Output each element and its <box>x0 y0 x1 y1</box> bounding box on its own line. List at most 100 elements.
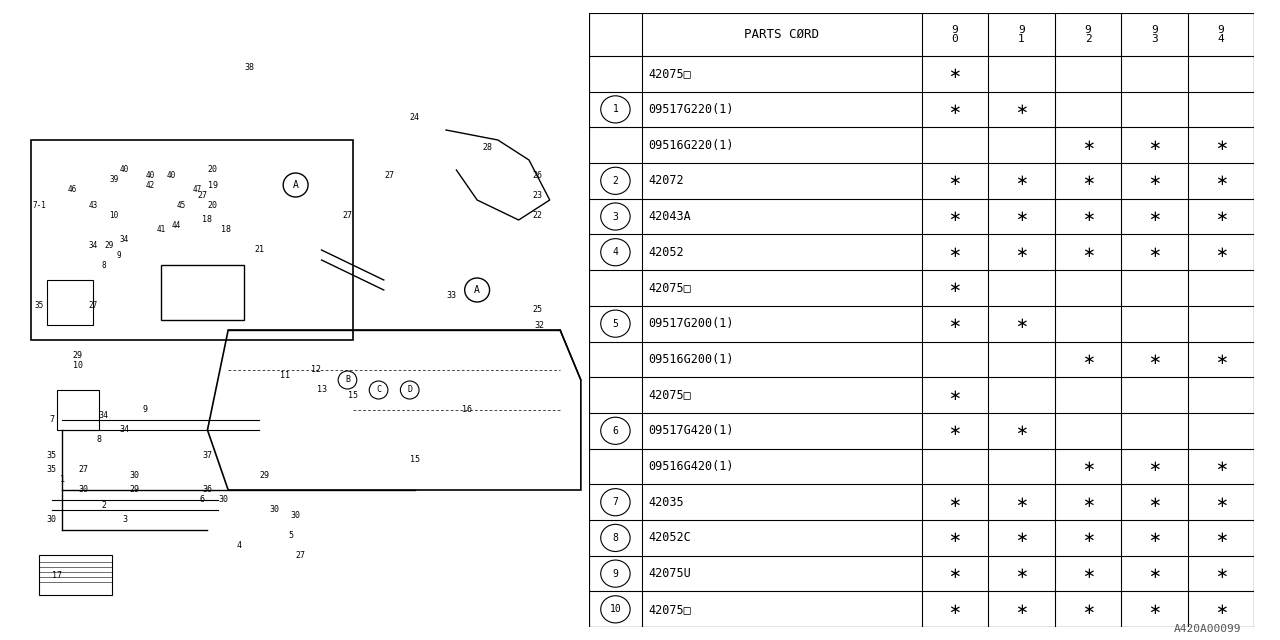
Text: 30: 30 <box>270 506 280 515</box>
Text: 27: 27 <box>343 211 352 220</box>
Text: 42075□: 42075□ <box>649 282 691 294</box>
Text: 30: 30 <box>47 515 56 525</box>
Text: ∗: ∗ <box>1215 495 1228 509</box>
Text: 44: 44 <box>172 221 180 230</box>
Text: ∗: ∗ <box>948 316 961 331</box>
Text: 8: 8 <box>101 260 106 269</box>
Text: ∗: ∗ <box>1215 173 1228 188</box>
Text: 42052: 42052 <box>649 246 685 259</box>
Text: ∗: ∗ <box>1082 209 1094 224</box>
Text: 42075□: 42075□ <box>649 388 691 401</box>
Text: 28: 28 <box>483 143 493 152</box>
Text: ∗: ∗ <box>1082 244 1094 260</box>
Text: ∗: ∗ <box>1148 495 1161 509</box>
Text: ∗: ∗ <box>1015 244 1028 260</box>
Text: ∗: ∗ <box>948 280 961 296</box>
Text: 36: 36 <box>202 486 212 495</box>
Text: ∗: ∗ <box>1015 423 1028 438</box>
Text: ∗: ∗ <box>1015 495 1028 509</box>
Text: 39: 39 <box>110 175 119 184</box>
Text: 18: 18 <box>221 225 232 234</box>
Text: ∗: ∗ <box>1082 566 1094 581</box>
Text: ∗: ∗ <box>1215 602 1228 617</box>
Text: 15: 15 <box>348 390 357 399</box>
Bar <box>161 265 243 320</box>
Text: ∗: ∗ <box>1015 316 1028 331</box>
Text: ∗: ∗ <box>1082 173 1094 188</box>
Text: 29: 29 <box>73 351 83 360</box>
Text: 9: 9 <box>142 406 147 415</box>
Text: 7: 7 <box>50 415 54 424</box>
Text: 42052C: 42052C <box>649 531 691 545</box>
Text: 09517G220(1): 09517G220(1) <box>649 103 735 116</box>
Text: ∗: ∗ <box>1082 495 1094 509</box>
Text: 23: 23 <box>532 191 543 200</box>
Text: ∗: ∗ <box>1148 566 1161 581</box>
Bar <box>46 280 93 325</box>
Text: 27: 27 <box>296 550 306 559</box>
Text: 4: 4 <box>613 247 618 257</box>
Text: 9
1: 9 1 <box>1018 25 1025 44</box>
Bar <box>58 390 99 430</box>
Text: ∗: ∗ <box>1015 602 1028 617</box>
Text: A: A <box>474 285 480 295</box>
Text: 09516G200(1): 09516G200(1) <box>649 353 735 366</box>
Text: ∗: ∗ <box>1148 244 1161 260</box>
Text: ∗: ∗ <box>1148 138 1161 152</box>
Text: 42075□: 42075□ <box>649 67 691 80</box>
Text: ∗: ∗ <box>1082 138 1094 152</box>
Text: 20: 20 <box>207 166 218 175</box>
Text: 6: 6 <box>613 426 618 436</box>
Text: 30: 30 <box>291 511 301 520</box>
Text: ∗: ∗ <box>1015 531 1028 545</box>
Text: 5: 5 <box>613 319 618 329</box>
Text: 9
3: 9 3 <box>1151 25 1158 44</box>
Text: ∗: ∗ <box>1082 531 1094 545</box>
Text: 30: 30 <box>78 486 88 495</box>
Text: 15: 15 <box>410 456 420 465</box>
Text: 21: 21 <box>255 246 264 255</box>
Text: 9: 9 <box>613 568 618 579</box>
Text: ∗: ∗ <box>1148 459 1161 474</box>
Text: 10: 10 <box>73 360 83 369</box>
Text: ∗: ∗ <box>1215 566 1228 581</box>
Text: ∗: ∗ <box>1015 566 1028 581</box>
Text: 37: 37 <box>202 451 212 460</box>
Text: ∗: ∗ <box>1148 209 1161 224</box>
Text: ∗: ∗ <box>1148 602 1161 617</box>
Text: 8: 8 <box>96 435 101 445</box>
Text: 27: 27 <box>384 170 394 179</box>
Text: 46: 46 <box>68 186 77 195</box>
Text: ∗: ∗ <box>1215 531 1228 545</box>
Text: 45: 45 <box>177 200 186 209</box>
Text: 29: 29 <box>260 470 270 479</box>
Text: 7: 7 <box>613 497 618 508</box>
Text: ∗: ∗ <box>948 566 961 581</box>
Text: 16: 16 <box>462 406 472 415</box>
Text: 42075□: 42075□ <box>649 603 691 616</box>
Text: 10: 10 <box>609 604 621 614</box>
Text: A420A00099: A420A00099 <box>1174 623 1242 634</box>
Text: 27: 27 <box>78 465 88 474</box>
Text: B: B <box>346 376 349 385</box>
Text: 34: 34 <box>120 236 129 244</box>
Text: ∗: ∗ <box>1015 209 1028 224</box>
Text: 6: 6 <box>200 495 205 504</box>
Text: 22: 22 <box>532 211 543 220</box>
Text: 25: 25 <box>532 305 543 314</box>
Text: 8: 8 <box>613 533 618 543</box>
Text: D: D <box>407 385 412 394</box>
Text: 29: 29 <box>129 486 140 495</box>
Bar <box>40 555 113 595</box>
Text: 9
4: 9 4 <box>1217 25 1225 44</box>
Text: ∗: ∗ <box>948 244 961 260</box>
Text: 13: 13 <box>316 385 326 394</box>
Text: 42075U: 42075U <box>649 567 691 580</box>
Text: PARTS CØRD: PARTS CØRD <box>745 28 819 41</box>
Text: 4: 4 <box>236 541 241 550</box>
Text: ∗: ∗ <box>948 602 961 617</box>
Text: 34: 34 <box>99 410 109 419</box>
Text: ∗: ∗ <box>1015 102 1028 117</box>
Text: 43: 43 <box>88 200 99 209</box>
Text: 40: 40 <box>120 166 129 175</box>
